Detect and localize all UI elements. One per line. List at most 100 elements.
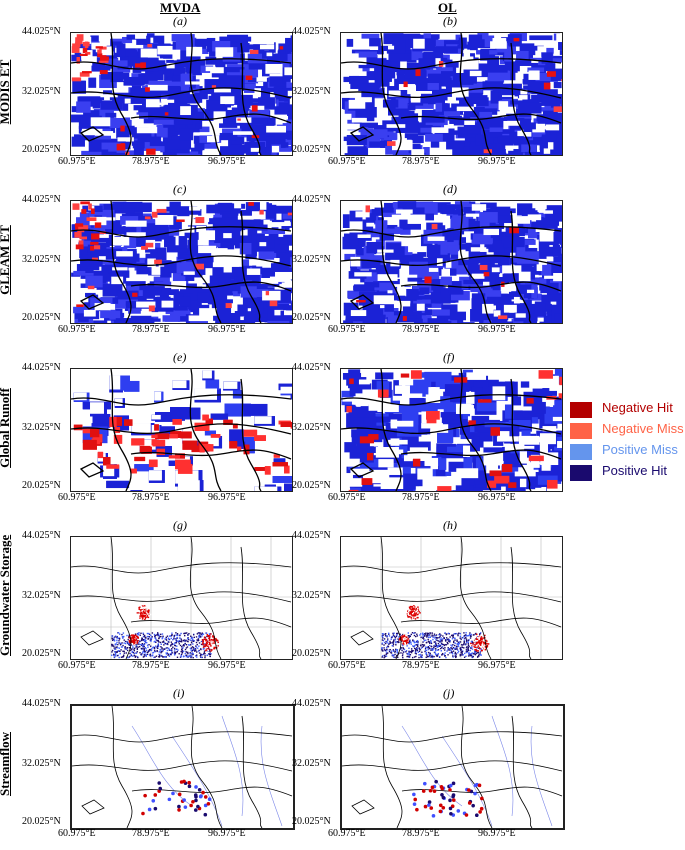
lat-tick-label: 44.025°N	[22, 698, 61, 709]
red-patches	[72, 201, 292, 312]
lon-tick-label: 96.975°E	[478, 156, 516, 167]
lat-tick-label: 32.025°N	[22, 758, 61, 769]
legend-swatch	[570, 444, 592, 460]
row-label: MODIS ET	[0, 59, 12, 125]
basin-boundaries	[72, 706, 293, 828]
map-svg	[71, 201, 292, 323]
lat-tick-label: 20.025°N	[292, 648, 331, 659]
row-label: Global Runoff	[0, 388, 12, 468]
lon-tick-label: 96.975°E	[208, 660, 246, 671]
lat-tick-label: 20.025°N	[22, 480, 61, 491]
lon-tick-label: 96.975°E	[208, 324, 246, 335]
panel-label: (g)	[173, 518, 187, 532]
map-svg	[71, 369, 292, 491]
lat-tick-label: 20.025°N	[292, 816, 331, 827]
map-panel	[70, 368, 293, 492]
lat-tick-label: 20.025°N	[292, 312, 331, 323]
lon-tick-label: 78.975°E	[402, 492, 440, 503]
scatter-points	[111, 632, 213, 659]
lon-tick-label: 96.975°E	[208, 156, 246, 167]
lon-tick-label: 60.975°E	[58, 492, 96, 503]
legend-label: Negative Miss	[602, 421, 684, 436]
lon-tick-label: 60.975°E	[58, 156, 96, 167]
lat-tick-label: 44.025°N	[22, 530, 61, 541]
lon-tick-label: 78.975°E	[132, 660, 170, 671]
lat-tick-label: 20.025°N	[292, 480, 331, 491]
lon-tick-label: 78.975°E	[402, 156, 440, 167]
lat-tick-label: 20.025°N	[22, 312, 61, 323]
map-panel	[340, 704, 565, 830]
lon-tick-label: 60.975°E	[58, 660, 96, 671]
map-svg	[341, 537, 562, 659]
lat-tick-label: 32.025°N	[292, 758, 331, 769]
lon-tick-label: 78.975°E	[402, 660, 440, 671]
panel-label: (i)	[173, 686, 185, 700]
basin-boundaries	[71, 201, 292, 323]
lat-tick-label: 44.025°N	[292, 194, 331, 205]
lat-tick-label: 32.025°N	[22, 422, 61, 433]
lon-tick-label: 96.975°E	[478, 660, 516, 671]
basin-boundaries	[71, 369, 292, 491]
panel-label: (h)	[443, 518, 457, 532]
panel-label: (j)	[443, 686, 455, 700]
station-points	[412, 779, 484, 818]
column-header-mvda: MVDA	[160, 0, 201, 15]
map-svg	[341, 369, 562, 491]
basin-boundaries	[71, 537, 292, 659]
scatter-points	[381, 632, 483, 659]
map-panel	[340, 536, 563, 660]
legend-label: Positive Miss	[602, 442, 678, 457]
basin-boundaries	[341, 369, 562, 491]
legend-swatch	[570, 402, 592, 418]
lat-tick-label: 32.025°N	[292, 86, 331, 97]
row-label: Groundwater Storage	[0, 534, 12, 656]
map-svg	[72, 706, 293, 828]
white-gaps	[350, 202, 562, 323]
basin-boundaries	[341, 33, 562, 155]
grid	[341, 537, 562, 659]
lon-tick-label: 60.975°E	[328, 492, 366, 503]
lat-tick-label: 32.025°N	[292, 254, 331, 265]
lat-tick-label: 32.025°N	[292, 422, 331, 433]
row-label: GLEAM ET	[0, 225, 12, 295]
lon-tick-label: 78.975°E	[132, 828, 170, 839]
lon-tick-label: 78.975°E	[132, 324, 170, 335]
map-panel	[340, 32, 563, 156]
white-gaps	[342, 372, 562, 491]
red-patches	[71, 34, 284, 155]
lon-tick-label: 60.975°E	[328, 828, 366, 839]
station-points	[141, 779, 212, 817]
lat-tick-label: 44.025°N	[22, 362, 61, 373]
lon-tick-label: 60.975°E	[328, 660, 366, 671]
legend-label: Negative Hit	[602, 400, 673, 415]
lon-tick-label: 96.975°E	[208, 828, 246, 839]
lon-tick-label: 78.975°E	[132, 156, 170, 167]
red-patches	[73, 414, 292, 475]
lat-tick-label: 44.025°N	[292, 698, 331, 709]
map-svg	[342, 706, 563, 828]
lat-tick-label: 20.025°N	[22, 816, 61, 827]
map-panel	[340, 200, 563, 324]
legend-swatch	[570, 423, 592, 439]
panel-label: (f)	[443, 350, 455, 364]
legend-swatch	[570, 465, 592, 481]
basin-boundaries	[342, 706, 563, 828]
legend-label: Positive Hit	[602, 463, 668, 478]
lat-tick-label: 20.025°N	[292, 144, 331, 155]
column-header-ol: OL	[438, 0, 457, 15]
lat-tick-label: 32.025°N	[22, 590, 61, 601]
lon-tick-label: 78.975°E	[132, 492, 170, 503]
lat-tick-label: 32.025°N	[22, 86, 61, 97]
lon-tick-label: 60.975°E	[58, 324, 96, 335]
lat-tick-label: 44.025°N	[22, 194, 61, 205]
panel-label: (c)	[173, 182, 187, 196]
lat-tick-label: 44.025°N	[292, 362, 331, 373]
lat-tick-label: 32.025°N	[292, 590, 331, 601]
row-label: Streamflow	[0, 731, 12, 797]
lon-tick-label: 60.975°E	[328, 324, 366, 335]
map-panel	[340, 368, 563, 492]
panel-label: (d)	[443, 182, 457, 196]
lat-tick-label: 32.025°N	[22, 254, 61, 265]
lon-tick-label: 60.975°E	[58, 828, 96, 839]
lon-tick-label: 96.975°E	[478, 492, 516, 503]
